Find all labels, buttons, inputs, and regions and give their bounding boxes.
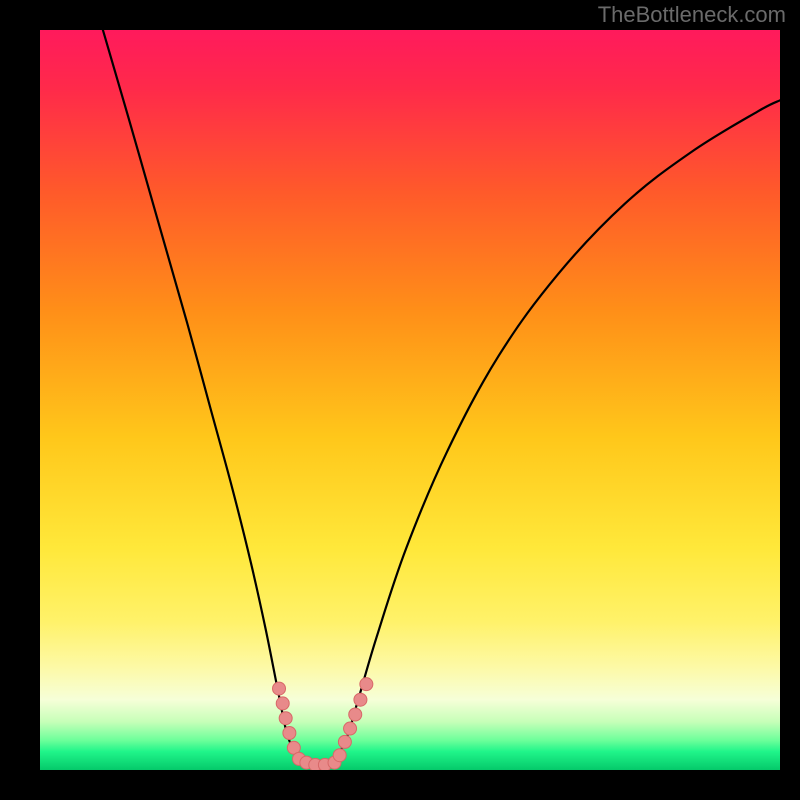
marker-left-1 — [276, 697, 289, 710]
bottleneck-curve-chart — [40, 30, 780, 770]
gradient-background — [40, 30, 780, 770]
marker-left-2 — [279, 712, 292, 725]
marker-right-5 — [360, 678, 373, 691]
marker-left-0 — [273, 682, 286, 695]
plot-area — [40, 30, 780, 770]
marker-right-1 — [338, 735, 351, 748]
chart-frame: TheBottleneck.com — [0, 0, 800, 800]
marker-right-4 — [354, 693, 367, 706]
marker-left-3 — [283, 727, 296, 740]
marker-right-2 — [344, 722, 357, 735]
watermark-text: TheBottleneck.com — [598, 2, 786, 28]
marker-right-3 — [349, 708, 362, 721]
marker-right-0 — [333, 749, 346, 762]
